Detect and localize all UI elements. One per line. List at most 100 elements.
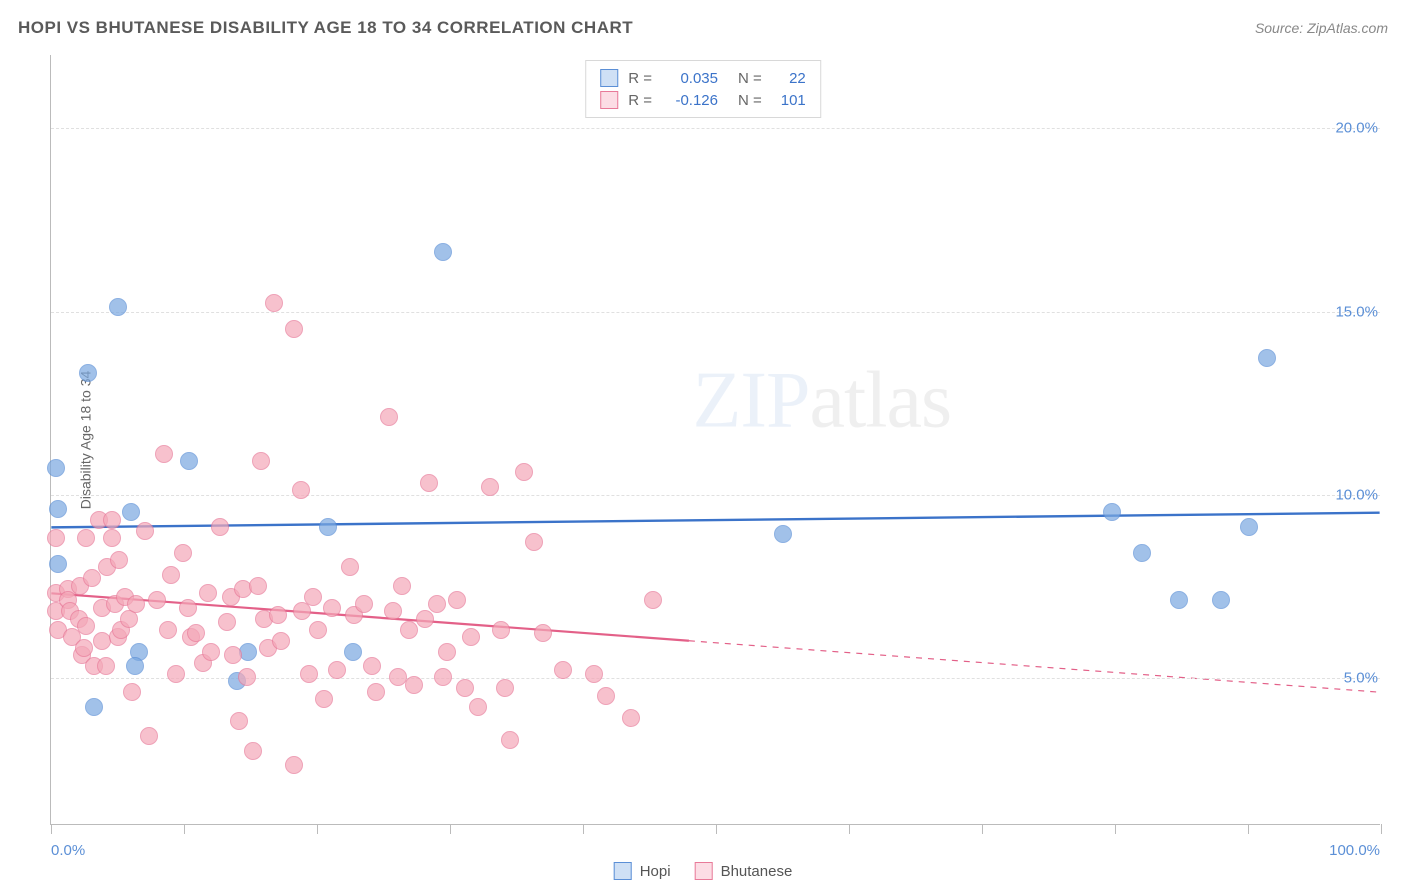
data-point: [438, 643, 456, 661]
data-point: [554, 661, 572, 679]
data-point: [77, 529, 95, 547]
chart-title: HOPI VS BHUTANESE DISABILITY AGE 18 TO 3…: [18, 18, 633, 38]
data-point: [515, 463, 533, 481]
data-point: [367, 683, 385, 701]
data-point: [323, 599, 341, 617]
data-point: [492, 621, 510, 639]
trend-lines: [51, 55, 1380, 824]
legend-series-item: Bhutanese: [695, 862, 793, 880]
x-tick: [51, 824, 52, 834]
data-point: [126, 657, 144, 675]
x-tick: [1248, 824, 1249, 834]
trend-solid: [51, 513, 1379, 528]
data-point: [304, 588, 322, 606]
data-point: [122, 503, 140, 521]
data-point: [456, 679, 474, 697]
legend-swatch: [614, 862, 632, 880]
data-point: [272, 632, 290, 650]
x-tick: [583, 824, 584, 834]
data-point: [136, 522, 154, 540]
legend-swatch: [695, 862, 713, 880]
data-point: [469, 698, 487, 716]
data-point: [218, 613, 236, 631]
data-point: [109, 298, 127, 316]
data-point: [285, 756, 303, 774]
data-point: [110, 551, 128, 569]
data-point: [140, 727, 158, 745]
data-point: [319, 518, 337, 536]
data-point: [269, 606, 287, 624]
legend-n-value: 101: [772, 92, 806, 109]
data-point: [180, 452, 198, 470]
data-point: [123, 683, 141, 701]
data-point: [405, 676, 423, 694]
data-point: [1212, 591, 1230, 609]
data-point: [77, 617, 95, 635]
data-point: [224, 646, 242, 664]
legend-correlation: R =0.035N =22R =-0.126N =101: [585, 60, 821, 118]
y-tick-label: 5.0%: [1344, 670, 1388, 687]
data-point: [159, 621, 177, 639]
data-point: [85, 698, 103, 716]
data-point: [187, 624, 205, 642]
data-point: [462, 628, 480, 646]
legend-corr-row: R =-0.126N =101: [600, 89, 806, 111]
data-point: [481, 478, 499, 496]
gridline: [51, 495, 1380, 496]
data-point: [103, 529, 121, 547]
data-point: [525, 533, 543, 551]
gridline: [51, 128, 1380, 129]
y-axis-title: Disability Age 18 to 34: [77, 370, 93, 509]
x-tick: [317, 824, 318, 834]
data-point: [49, 500, 67, 518]
data-point: [400, 621, 418, 639]
data-point: [174, 544, 192, 562]
data-point: [179, 599, 197, 617]
watermark-zip: ZIP: [693, 357, 810, 445]
legend-swatch: [600, 69, 618, 87]
data-point: [448, 591, 466, 609]
data-point: [384, 602, 402, 620]
data-point: [202, 643, 220, 661]
data-point: [1133, 544, 1151, 562]
data-point: [355, 595, 373, 613]
plot-area: Disability Age 18 to 34 ZIPatlas 0.0% 10…: [50, 55, 1380, 825]
data-point: [97, 657, 115, 675]
data-point: [238, 668, 256, 686]
data-point: [1240, 518, 1258, 536]
data-point: [428, 595, 446, 613]
data-point: [148, 591, 166, 609]
data-point: [328, 661, 346, 679]
x-tick: [1381, 824, 1382, 834]
data-point: [285, 320, 303, 338]
data-point: [103, 511, 121, 529]
data-point: [1258, 349, 1276, 367]
legend-swatch: [600, 91, 618, 109]
data-point: [127, 595, 145, 613]
data-point: [622, 709, 640, 727]
x-tick: [982, 824, 983, 834]
legend-n-value: 22: [772, 70, 806, 87]
x-label-right: 100.0%: [1329, 842, 1380, 859]
data-point: [420, 474, 438, 492]
legend-series-label: Hopi: [640, 863, 671, 880]
legend-series: Hopi Bhutanese: [614, 862, 793, 880]
data-point: [292, 481, 310, 499]
data-point: [230, 712, 248, 730]
source-label: Source: ZipAtlas.com: [1255, 20, 1388, 36]
watermark: ZIPatlas: [693, 356, 952, 447]
legend-r-value: -0.126: [662, 92, 718, 109]
data-point: [496, 679, 514, 697]
data-point: [265, 294, 283, 312]
data-point: [315, 690, 333, 708]
data-point: [1170, 591, 1188, 609]
x-tick: [716, 824, 717, 834]
legend-r-label: R =: [628, 70, 652, 87]
trend-dashed: [689, 641, 1380, 692]
data-point: [341, 558, 359, 576]
x-tick: [450, 824, 451, 834]
data-point: [416, 610, 434, 628]
data-point: [167, 665, 185, 683]
data-point: [380, 408, 398, 426]
data-point: [252, 452, 270, 470]
